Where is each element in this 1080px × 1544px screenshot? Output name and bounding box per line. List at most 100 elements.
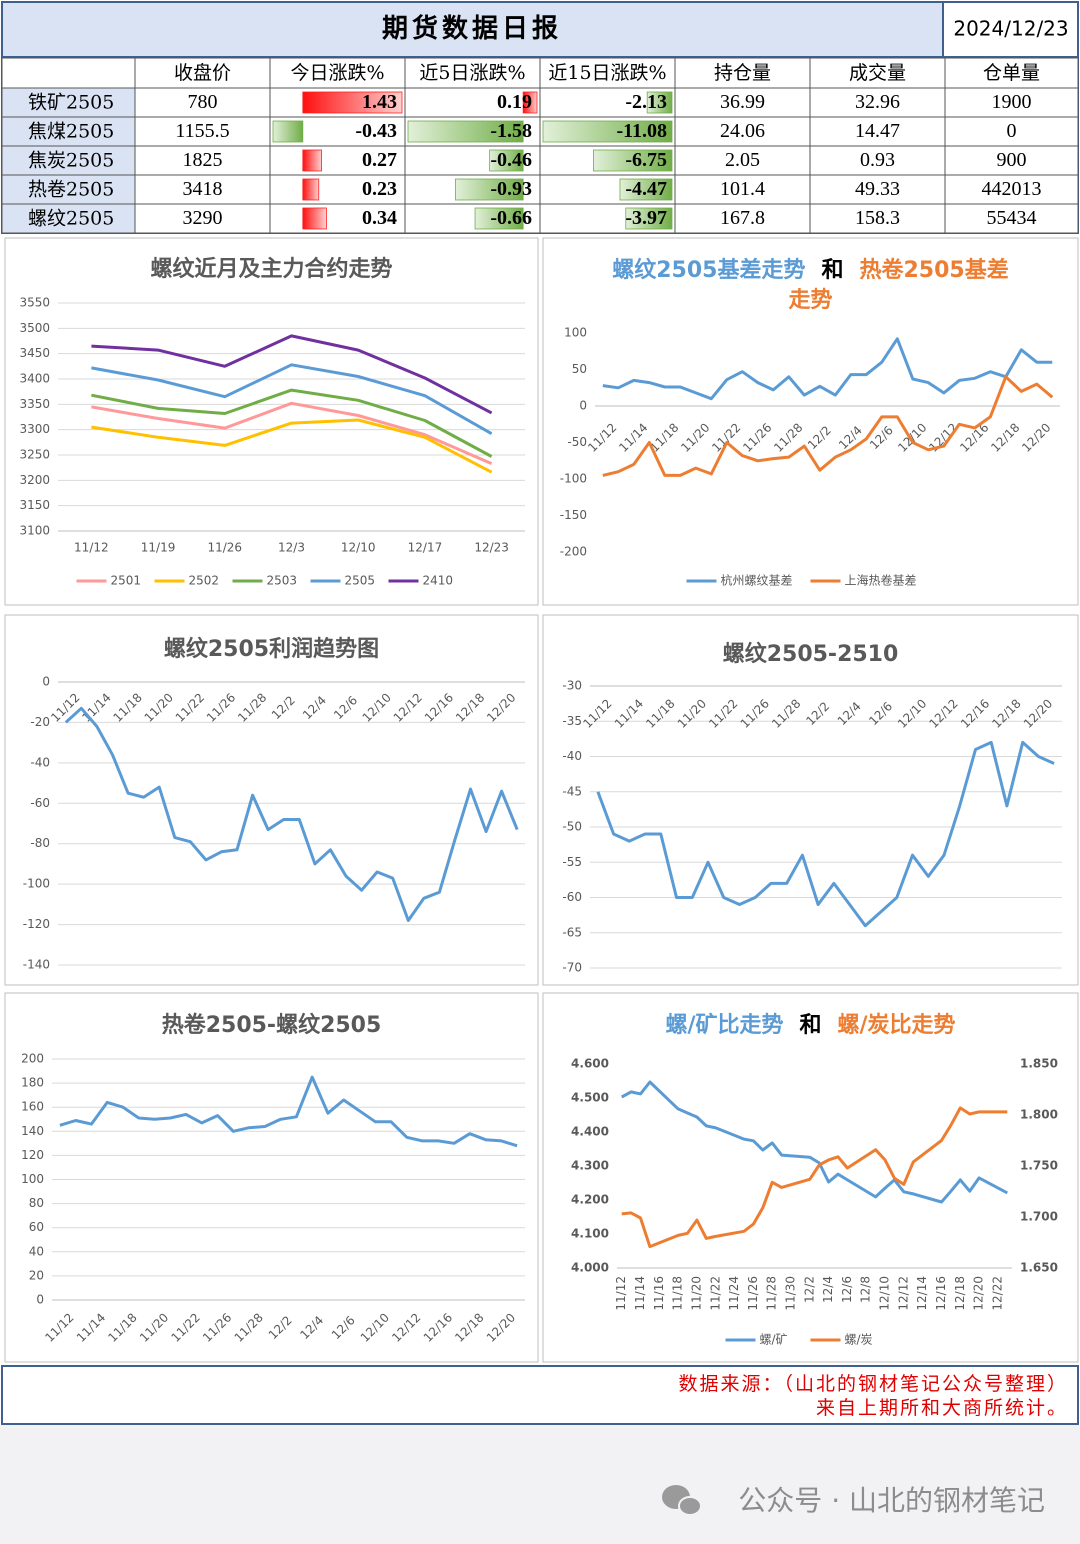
legend-label: 螺/炭	[845, 1333, 873, 1347]
y-tick-label: -20	[30, 715, 50, 729]
y-tick-label: 3500	[19, 321, 50, 335]
x-tick-label: 12/10	[341, 541, 376, 555]
title-part: 螺/炭比走势	[838, 1012, 956, 1038]
x-tick-label: 11/26	[207, 541, 242, 555]
chart-panel: 螺纹近月及主力合约走势 3100 3150 3200 3250 3300 3350 3400 3…	[4, 237, 539, 606]
y-tick-label: 4.200	[571, 1193, 609, 1207]
x-tick-label: 11/22	[708, 1276, 722, 1311]
header-cell	[809, 57, 946, 89]
footer-box	[1, 1365, 1079, 1425]
y-tick-label: 50	[572, 362, 587, 376]
cell-value: 158.3	[855, 207, 900, 229]
cell-value: -0.46	[490, 149, 532, 171]
y-tick-label: 4.000	[571, 1261, 609, 1275]
x-tick-label: 11/26	[746, 1276, 760, 1311]
y-tick-label: -45	[562, 784, 582, 798]
cell-value: 101.4	[720, 178, 765, 200]
y-tick-label: -140	[23, 958, 50, 972]
x-tick-label: 12/17	[408, 541, 443, 555]
column-header: 持仓量	[714, 62, 771, 84]
chart-panel: 螺纹2505-2510-70-65-60-55-50-45-40-35-3011…	[542, 614, 1079, 986]
change-bar	[302, 178, 320, 201]
header-cell	[674, 57, 811, 89]
cell-bg	[944, 87, 1079, 118]
row-label-cell	[1, 203, 136, 234]
y-tick-label: -40	[30, 755, 50, 769]
cell-value: -0.93	[490, 178, 532, 200]
y-tick-label: 100	[564, 326, 587, 340]
y-tick-label: -120	[23, 917, 50, 931]
cell-bg	[674, 203, 811, 234]
series-line	[91, 363, 493, 436]
y2-tick-label: 1.750	[1020, 1159, 1058, 1173]
x-tick-label: 12/23	[474, 541, 509, 555]
change-bar	[619, 178, 673, 201]
change-bar	[272, 120, 304, 143]
change-bar	[454, 178, 524, 201]
series-line	[91, 388, 493, 458]
y-tick-label: 0	[579, 399, 587, 413]
x-tick-label: 11/28	[765, 1276, 779, 1311]
cell-bg	[944, 116, 1079, 147]
legend-label: 2410	[423, 574, 454, 588]
y-tick-label: -65	[562, 925, 582, 939]
chart-title: 螺纹2505基差走势和热卷2505基差	[612, 257, 1008, 283]
panel-frame	[4, 614, 539, 986]
change-bar	[302, 149, 322, 172]
y-tick-label: 0	[36, 1293, 44, 1307]
title-part: 和	[821, 258, 843, 283]
x-tick-label: 12/18	[953, 1276, 967, 1311]
change-bar	[646, 91, 673, 114]
series-line	[59, 1075, 518, 1148]
legend-label: 2502	[189, 574, 220, 588]
title-part: 走势	[788, 287, 832, 313]
y-tick-label: 200	[21, 1052, 44, 1066]
y-tick-label: 3300	[19, 422, 50, 436]
cell-value: 442013	[982, 178, 1042, 200]
cell-value: -4.47	[625, 178, 667, 200]
cell-bg	[809, 87, 946, 118]
change-bar	[489, 149, 524, 172]
date-cell	[942, 1, 1079, 58]
title-part: 螺/矿比走势	[665, 1012, 783, 1038]
y-tick-label: 4.400	[571, 1125, 609, 1139]
row-label-cell	[1, 174, 136, 205]
report-title: 期货数据日报	[382, 13, 562, 44]
x-tick-label: 11/19	[141, 541, 176, 555]
cell-value: 1.43	[362, 91, 397, 113]
series-line	[621, 1106, 1008, 1249]
series-line	[64, 706, 519, 922]
legend-label: 杭州螺纹基差	[721, 573, 793, 588]
y-tick-label: -100	[23, 877, 50, 891]
panel-frame	[542, 614, 1079, 986]
x-tick-label: 11/16	[652, 1276, 666, 1311]
change-bar	[474, 207, 524, 230]
y-tick-label: 3400	[19, 372, 50, 386]
x-tick-label: 11/12	[74, 541, 109, 555]
legend-label: 2503	[267, 574, 298, 588]
y-tick-label: -35	[562, 714, 582, 728]
y-tick-label: 3100	[19, 524, 50, 538]
column-header: 成交量	[849, 62, 906, 84]
y-tick-label: 4.600	[571, 1057, 609, 1071]
series-line	[602, 337, 1053, 401]
cell-value: 55434	[987, 207, 1037, 229]
y-tick-label: -50	[567, 435, 587, 449]
cell-value: 49.33	[855, 178, 900, 200]
cell-value: 3290	[183, 207, 223, 229]
cell-value: -3.97	[625, 207, 667, 229]
y-tick-label: 180	[21, 1076, 44, 1090]
x-tick-label: 12/16	[934, 1276, 948, 1311]
cell-value: 0.23	[362, 178, 397, 200]
y-tick-label: -70	[562, 961, 582, 975]
y2-tick-label: 1.700	[1020, 1210, 1058, 1224]
column-header: 收盘价	[174, 62, 231, 84]
title-cell	[1, 1, 944, 58]
cell-value: 1825	[183, 149, 223, 171]
y-tick-label: -80	[30, 836, 50, 850]
header-cell	[404, 57, 541, 89]
x-tick-label: 11/20	[689, 1276, 703, 1311]
y-tick-label: 4.100	[571, 1227, 609, 1241]
cell-bg	[674, 116, 811, 147]
